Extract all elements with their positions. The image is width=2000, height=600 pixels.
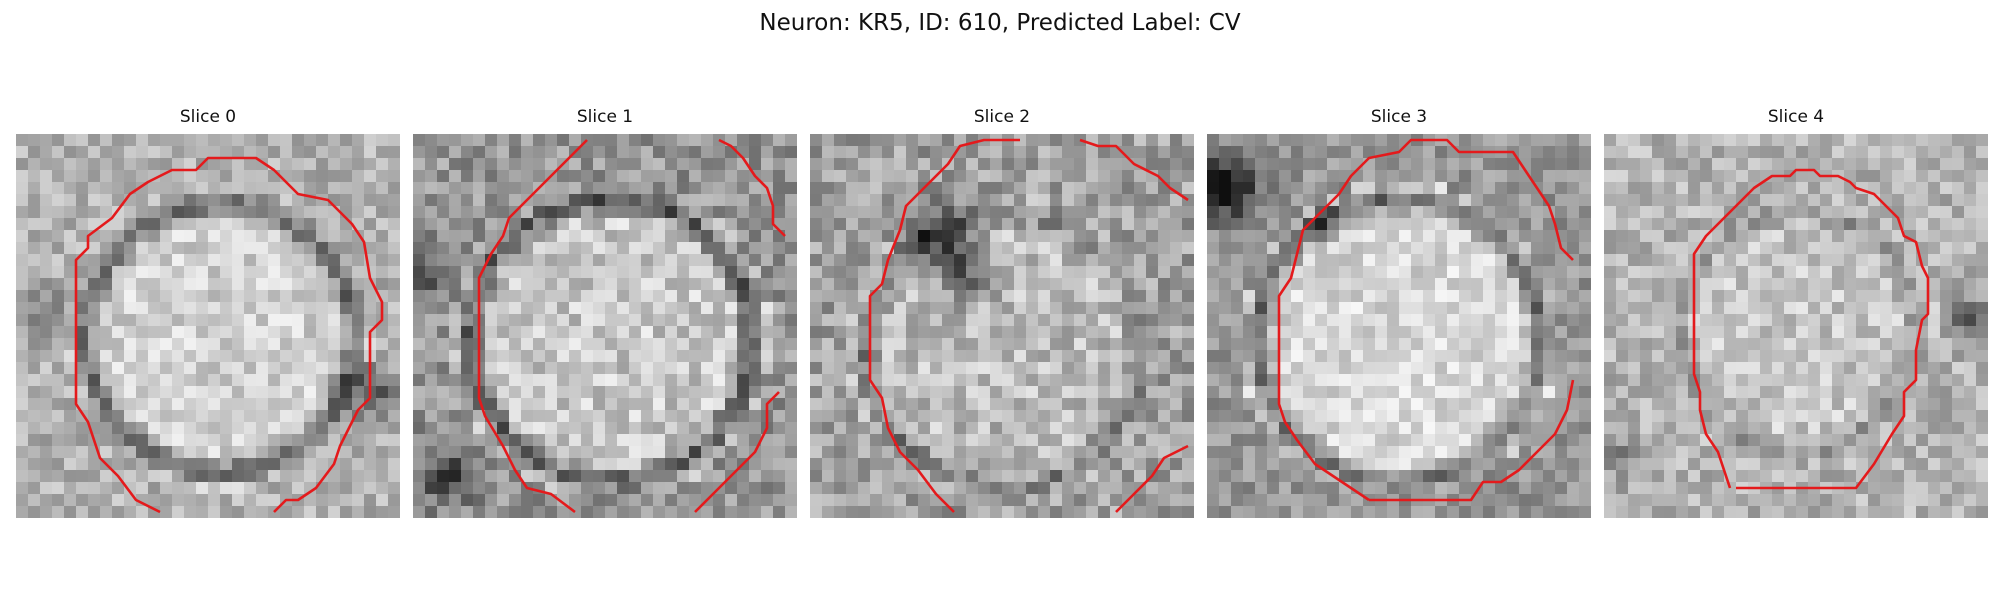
slice-panel-4: Slice 4 — [1604, 106, 1988, 518]
slice-panel-1: Slice 1 — [413, 106, 797, 518]
slice-image-0 — [16, 134, 400, 518]
slice-title-3: Slice 3 — [1370, 107, 1428, 127]
segmentation-contour-1-1 — [694, 391, 780, 513]
figure-title: Neuron: KR5, ID: 610, Predicted Label: C… — [759, 10, 1241, 36]
slice-panel-2: Slice 2 — [810, 106, 1194, 518]
slice-image-2 — [810, 134, 1194, 518]
segmentation-contour-1-0 — [477, 139, 588, 514]
segmentation-contour-1-2 — [718, 138, 786, 237]
segmentation-contour-2-0 — [868, 138, 1020, 513]
slice-image-3 — [1207, 134, 1591, 518]
slice-panel-0: Slice 0 — [16, 106, 400, 518]
slice-title-4: Slice 4 — [1767, 107, 1825, 127]
segmentation-contour-3-0 — [1277, 138, 1574, 502]
segmentation-contour-4-0 — [1692, 168, 1930, 490]
slice-title-0: Slice 0 — [179, 107, 237, 127]
segmentation-contour-2-1 — [1079, 138, 1189, 202]
segmentation-contour-0-0 — [74, 156, 384, 514]
slice-title-1: Slice 1 — [576, 107, 634, 127]
slice-image-1 — [413, 134, 797, 518]
slice-panel-3: Slice 3 — [1207, 106, 1591, 518]
slice-title-2: Slice 2 — [973, 107, 1031, 127]
slice-image-4 — [1604, 134, 1988, 518]
segmentation-contour-2-2 — [1115, 444, 1189, 513]
segmentation-contour-3-1 — [1369, 379, 1575, 502]
